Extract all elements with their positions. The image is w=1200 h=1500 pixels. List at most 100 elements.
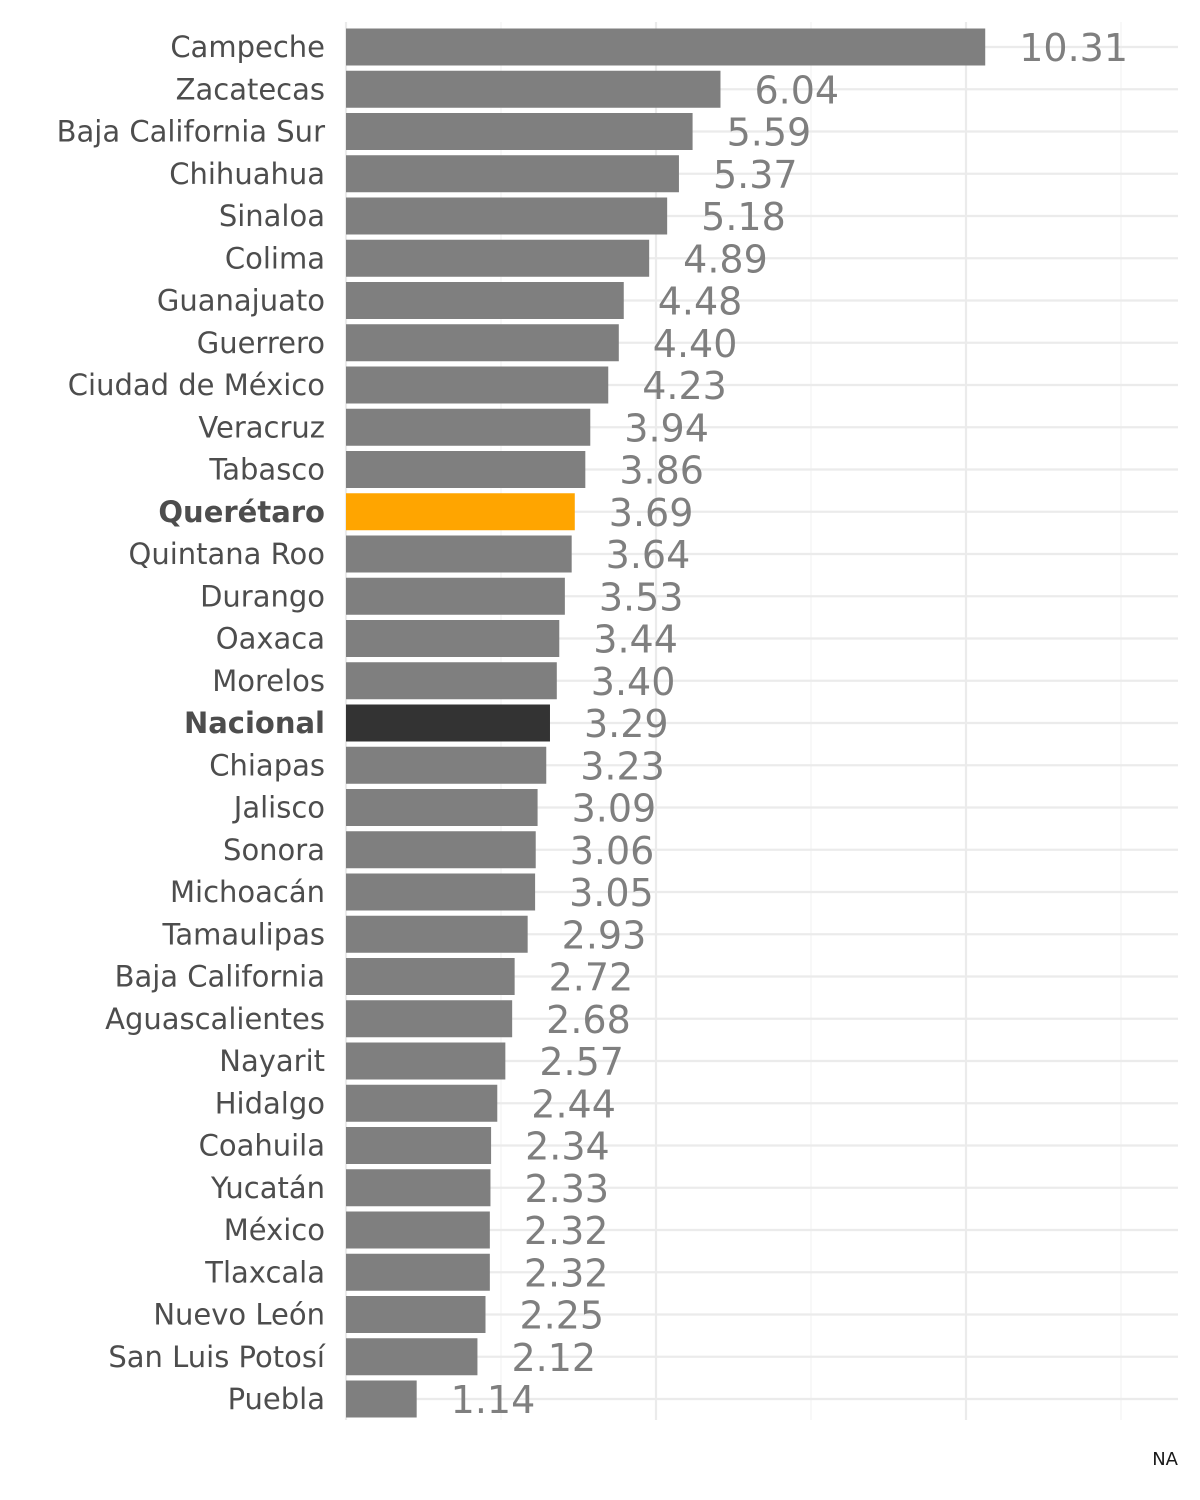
category-label: Nuevo León xyxy=(153,1298,325,1332)
bar xyxy=(346,451,586,488)
bar xyxy=(346,620,560,657)
category-label: Ciudad de México xyxy=(68,368,325,402)
bar xyxy=(346,1253,490,1291)
bar xyxy=(346,113,693,150)
category-label: Michoacán xyxy=(170,875,325,909)
category-label: Quintana Roo xyxy=(129,537,326,571)
category-label: Baja California xyxy=(115,960,325,994)
value-label: 3.53 xyxy=(599,575,684,619)
value-label: 3.94 xyxy=(624,406,709,450)
bar xyxy=(346,1211,490,1249)
value-label: 6.04 xyxy=(754,68,839,112)
category-label: Hidalgo xyxy=(215,1086,325,1120)
bar xyxy=(346,958,515,995)
category-label: Durango xyxy=(200,579,325,613)
category-label: Nacional xyxy=(184,706,325,740)
value-label: 2.93 xyxy=(562,913,647,957)
category-label: Sonora xyxy=(223,833,325,867)
bar xyxy=(346,1296,486,1333)
value-label: 3.23 xyxy=(580,744,665,788)
value-label: 3.64 xyxy=(606,533,691,577)
bar xyxy=(346,1000,513,1038)
value-label: 2.32 xyxy=(524,1251,609,1295)
value-label: 2.57 xyxy=(539,1040,624,1084)
bar xyxy=(346,70,721,108)
value-label: 10.31 xyxy=(1019,26,1128,70)
bar xyxy=(346,577,565,615)
bar xyxy=(346,1084,498,1122)
category-label: Baja California Sur xyxy=(57,115,325,149)
value-label: 2.33 xyxy=(524,1167,609,1211)
value-labels: 10.31 6.045.595.375.184.894.484.404.233.9… xyxy=(451,26,1128,1422)
category-label: Tlaxcala xyxy=(204,1255,325,1289)
value-label: 1.14 xyxy=(451,1378,536,1422)
bar xyxy=(346,1042,506,1080)
value-label: 2.25 xyxy=(520,1294,605,1338)
value-label: 3.06 xyxy=(570,829,655,873)
category-label: Querétaro xyxy=(158,495,325,529)
bar xyxy=(346,1169,491,1207)
value-label: 5.18 xyxy=(701,195,786,239)
value-label: 5.59 xyxy=(727,111,812,155)
category-label: Jalisco xyxy=(232,791,325,825)
bar xyxy=(346,831,536,869)
bar xyxy=(346,1380,417,1418)
value-label: 3.40 xyxy=(591,660,676,704)
value-label: 3.05 xyxy=(569,871,654,915)
category-label: Tabasco xyxy=(208,453,325,487)
bars xyxy=(346,28,986,1418)
value-label: 3.09 xyxy=(572,787,657,831)
bar xyxy=(346,789,538,826)
value-label: 2.72 xyxy=(549,956,634,1000)
value-label: 3.29 xyxy=(584,702,669,746)
bar xyxy=(346,704,550,742)
category-label: Veracruz xyxy=(198,410,325,444)
value-label: 3.44 xyxy=(593,618,678,662)
value-label: 3.86 xyxy=(619,449,704,493)
bar xyxy=(346,28,986,66)
bar xyxy=(346,155,679,193)
bar xyxy=(346,366,609,404)
bar xyxy=(346,239,650,277)
bar xyxy=(346,493,575,531)
value-label: 4.40 xyxy=(653,322,738,366)
category-label: Oaxaca xyxy=(216,622,325,656)
category-label: Sinaloa xyxy=(219,199,325,233)
category-label: Puebla xyxy=(228,1382,325,1416)
category-label: Zacatecas xyxy=(176,72,325,106)
category-label: Chiapas xyxy=(209,748,325,782)
category-label: Guanajuato xyxy=(157,284,325,318)
category-label: Morelos xyxy=(212,664,325,698)
bar xyxy=(346,282,624,319)
category-label: México xyxy=(224,1213,325,1247)
bar xyxy=(346,408,591,446)
value-label: 4.89 xyxy=(683,237,768,281)
bar xyxy=(346,535,572,573)
bar xyxy=(346,1338,478,1376)
category-labels: Campeche Zacatecas Baja California Sur Chih… xyxy=(57,30,326,1416)
bar xyxy=(346,1127,492,1164)
category-label: Colima xyxy=(225,241,325,275)
category-label: San Luis Potosí xyxy=(108,1340,326,1374)
value-label: 2.68 xyxy=(546,998,631,1042)
value-label: 2.32 xyxy=(524,1209,609,1253)
bar xyxy=(346,746,547,784)
bar xyxy=(346,873,536,911)
bar xyxy=(346,197,668,235)
category-label: Coahuila xyxy=(199,1129,325,1163)
value-label: 2.34 xyxy=(525,1125,610,1169)
category-label: Aguascalientes xyxy=(105,1002,325,1036)
value-label: 4.23 xyxy=(642,364,727,408)
category-label: Nayarit xyxy=(219,1044,325,1078)
category-label: Yucatán xyxy=(210,1171,325,1205)
value-label: 2.12 xyxy=(511,1336,596,1380)
value-label: 5.37 xyxy=(713,153,798,197)
category-label: Campeche xyxy=(170,30,325,64)
bar xyxy=(346,324,619,362)
bar xyxy=(346,915,528,953)
category-label: Tamaulipas xyxy=(162,917,326,951)
value-label: 3.69 xyxy=(609,491,694,535)
value-label: 4.48 xyxy=(658,280,743,324)
